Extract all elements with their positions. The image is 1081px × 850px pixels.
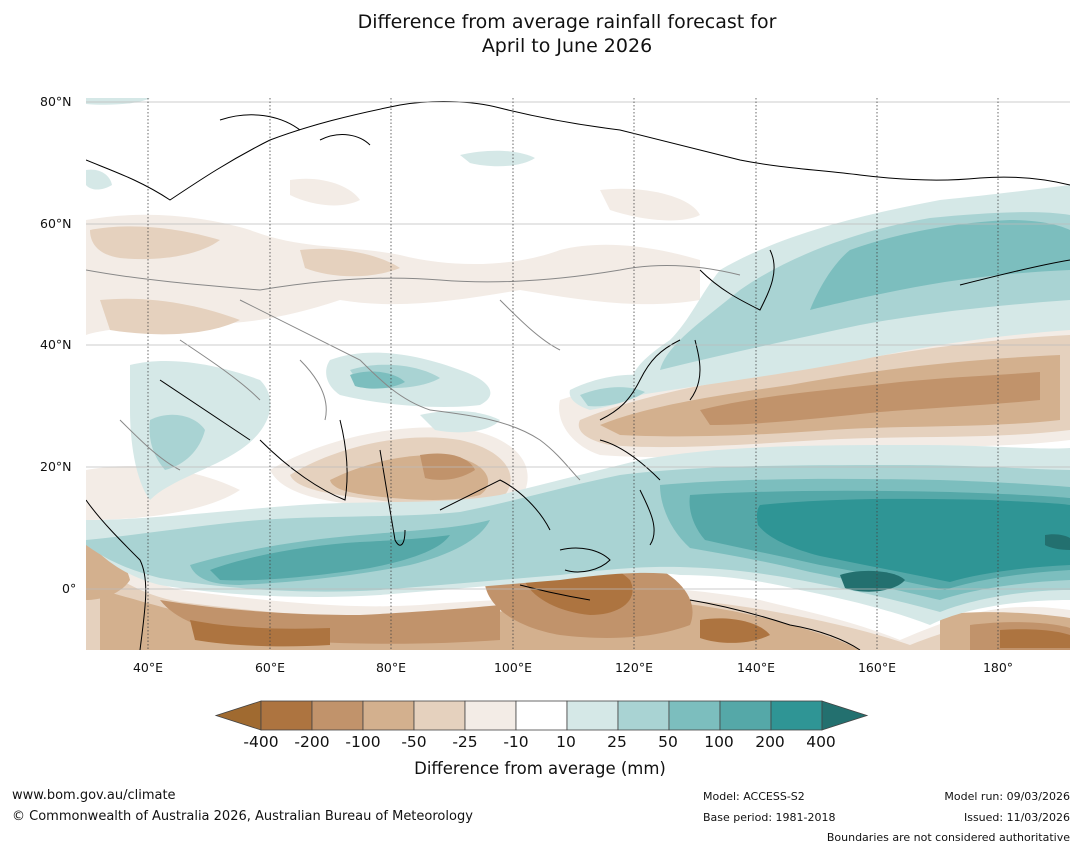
colorbar-swatch bbox=[464, 700, 517, 731]
colorbar-swatch bbox=[260, 700, 313, 731]
colorbar-tick-label: 50 bbox=[658, 733, 678, 751]
colorbar-swatch bbox=[362, 700, 415, 731]
copyright-notice: © Commonwealth of Australia 2026, Austra… bbox=[12, 809, 473, 824]
boundaries-disclaimer: Boundaries are not considered authoritat… bbox=[826, 831, 1070, 844]
title-line-2: April to June 2026 bbox=[481, 35, 653, 57]
lat-label-60n: 60°N bbox=[40, 216, 72, 231]
colorbar-swatch-min-arrow bbox=[214, 700, 262, 731]
lon-label-140e: 140°E bbox=[736, 660, 775, 675]
colorbar-swatch bbox=[668, 700, 721, 731]
lat-label-20n: 20°N bbox=[40, 459, 72, 474]
colorbar-swatch bbox=[566, 700, 619, 731]
model-run-date: Model run: 09/03/2026 bbox=[944, 790, 1070, 803]
colorbar-tick-label: -25 bbox=[452, 733, 478, 751]
colorbar bbox=[214, 700, 869, 731]
lat-label-equator: 0° bbox=[62, 581, 77, 596]
colorbar-tick-label: -100 bbox=[345, 733, 381, 751]
colorbar-swatch bbox=[617, 700, 670, 731]
title-line-1: Difference from average rainfall forecas… bbox=[357, 11, 777, 33]
colorbar-swatch bbox=[515, 700, 568, 731]
model-name: Model: ACCESS-S2 bbox=[703, 790, 805, 803]
website-link[interactable]: www.bom.gov.au/climate bbox=[12, 788, 176, 803]
wet-anomaly-extreme bbox=[840, 534, 1070, 592]
colorbar-tick-label: 100 bbox=[704, 733, 734, 751]
coastlines bbox=[86, 101, 1070, 650]
lat-label-80n: 80°N bbox=[40, 94, 72, 109]
colorbar-tick-label: 400 bbox=[806, 733, 836, 751]
lon-label-80e: 80°E bbox=[375, 660, 407, 675]
lon-label-100e: 100°E bbox=[493, 660, 532, 675]
map-title: Difference from average rainfall forecas… bbox=[0, 10, 1081, 58]
lat-label-40n: 40°N bbox=[40, 337, 72, 352]
issued-date: Issued: 11/03/2026 bbox=[963, 811, 1070, 824]
colorbar-tick-label: -10 bbox=[503, 733, 529, 751]
lon-label-180: 180° bbox=[982, 660, 1014, 675]
colorbar-swatch bbox=[719, 700, 772, 731]
country-borders bbox=[86, 264, 741, 481]
lon-label-160e: 160°E bbox=[857, 660, 896, 675]
colorbar-tick-label: -400 bbox=[243, 733, 279, 751]
forecast-map bbox=[86, 98, 1070, 650]
colorbar-swatch-max-arrow bbox=[821, 700, 869, 731]
colorbar-tick-label: 10 bbox=[556, 733, 576, 751]
lon-label-60e: 60°E bbox=[254, 660, 286, 675]
wet-anomaly-very-heavy bbox=[756, 498, 1070, 582]
colorbar-tick-label: 25 bbox=[607, 733, 627, 751]
colorbar-tick-label: -50 bbox=[401, 733, 427, 751]
lon-label-40e: 40°E bbox=[132, 660, 164, 675]
longitude-gridlines bbox=[147, 98, 999, 650]
latitude-gridlines bbox=[86, 101, 1070, 590]
colorbar-swatch bbox=[770, 700, 823, 731]
colorbar-title: Difference from average (mm) bbox=[414, 759, 666, 778]
colorbar-swatch bbox=[413, 700, 466, 731]
colorbar-tick-label: -200 bbox=[294, 733, 330, 751]
colorbar-tick-label: 200 bbox=[755, 733, 785, 751]
colorbar-swatch bbox=[311, 700, 364, 731]
base-period: Base period: 1981-2018 bbox=[703, 811, 836, 824]
lon-label-120e: 120°E bbox=[614, 660, 653, 675]
